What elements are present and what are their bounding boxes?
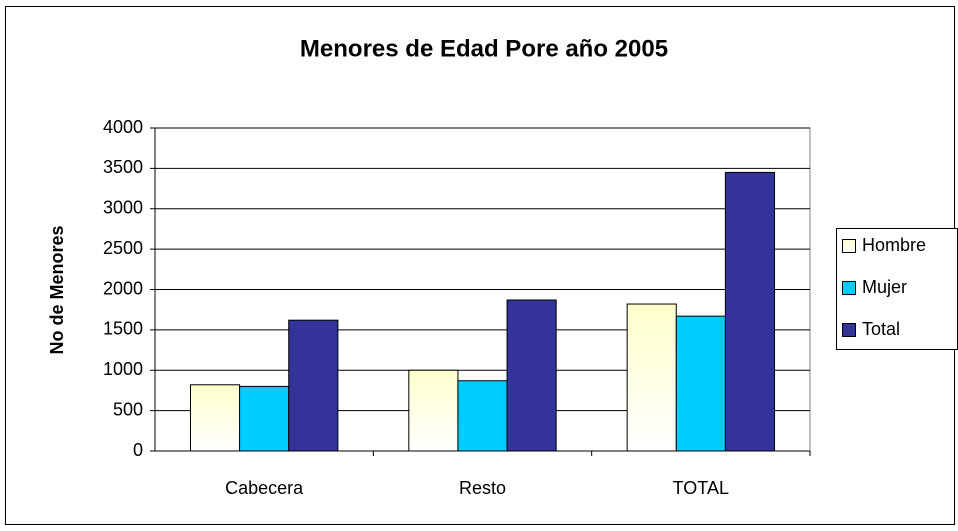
y-tick-label: 2500: [103, 238, 143, 258]
y-tick-label: 1000: [103, 359, 143, 379]
bar: [626, 303, 677, 452]
y-tick-label: 4000: [103, 117, 143, 137]
y-tick-label: 1500: [103, 319, 143, 339]
y-tick-label: 0: [133, 440, 143, 460]
y-tick-label: 2000: [103, 278, 143, 298]
y-axis-label: No de Menores: [47, 225, 67, 354]
bar: [457, 380, 508, 452]
x-tick-label: TOTAL: [673, 478, 729, 498]
x-tick-label: Resto: [459, 478, 506, 498]
legend-label: Mujer: [862, 277, 907, 297]
y-tick-label: 3500: [103, 157, 143, 177]
legend-swatch: [842, 239, 856, 253]
legend-swatch: [842, 323, 856, 337]
bar: [189, 384, 241, 452]
bar: [288, 319, 339, 452]
y-tick-label: 500: [113, 399, 143, 419]
y-tick-label: 3000: [103, 198, 143, 218]
x-tick-label: Cabecera: [225, 478, 304, 498]
bar: [506, 299, 557, 452]
bar: [239, 385, 290, 452]
bar: [408, 369, 459, 452]
bar: [675, 315, 726, 452]
bar: [724, 171, 776, 452]
legend-label: Total: [862, 319, 900, 339]
chart-title: Menores de Edad Pore año 2005: [300, 35, 668, 62]
legend-box: [836, 228, 958, 350]
legend-label: Hombre: [862, 235, 926, 255]
legend-swatch: [842, 281, 856, 295]
